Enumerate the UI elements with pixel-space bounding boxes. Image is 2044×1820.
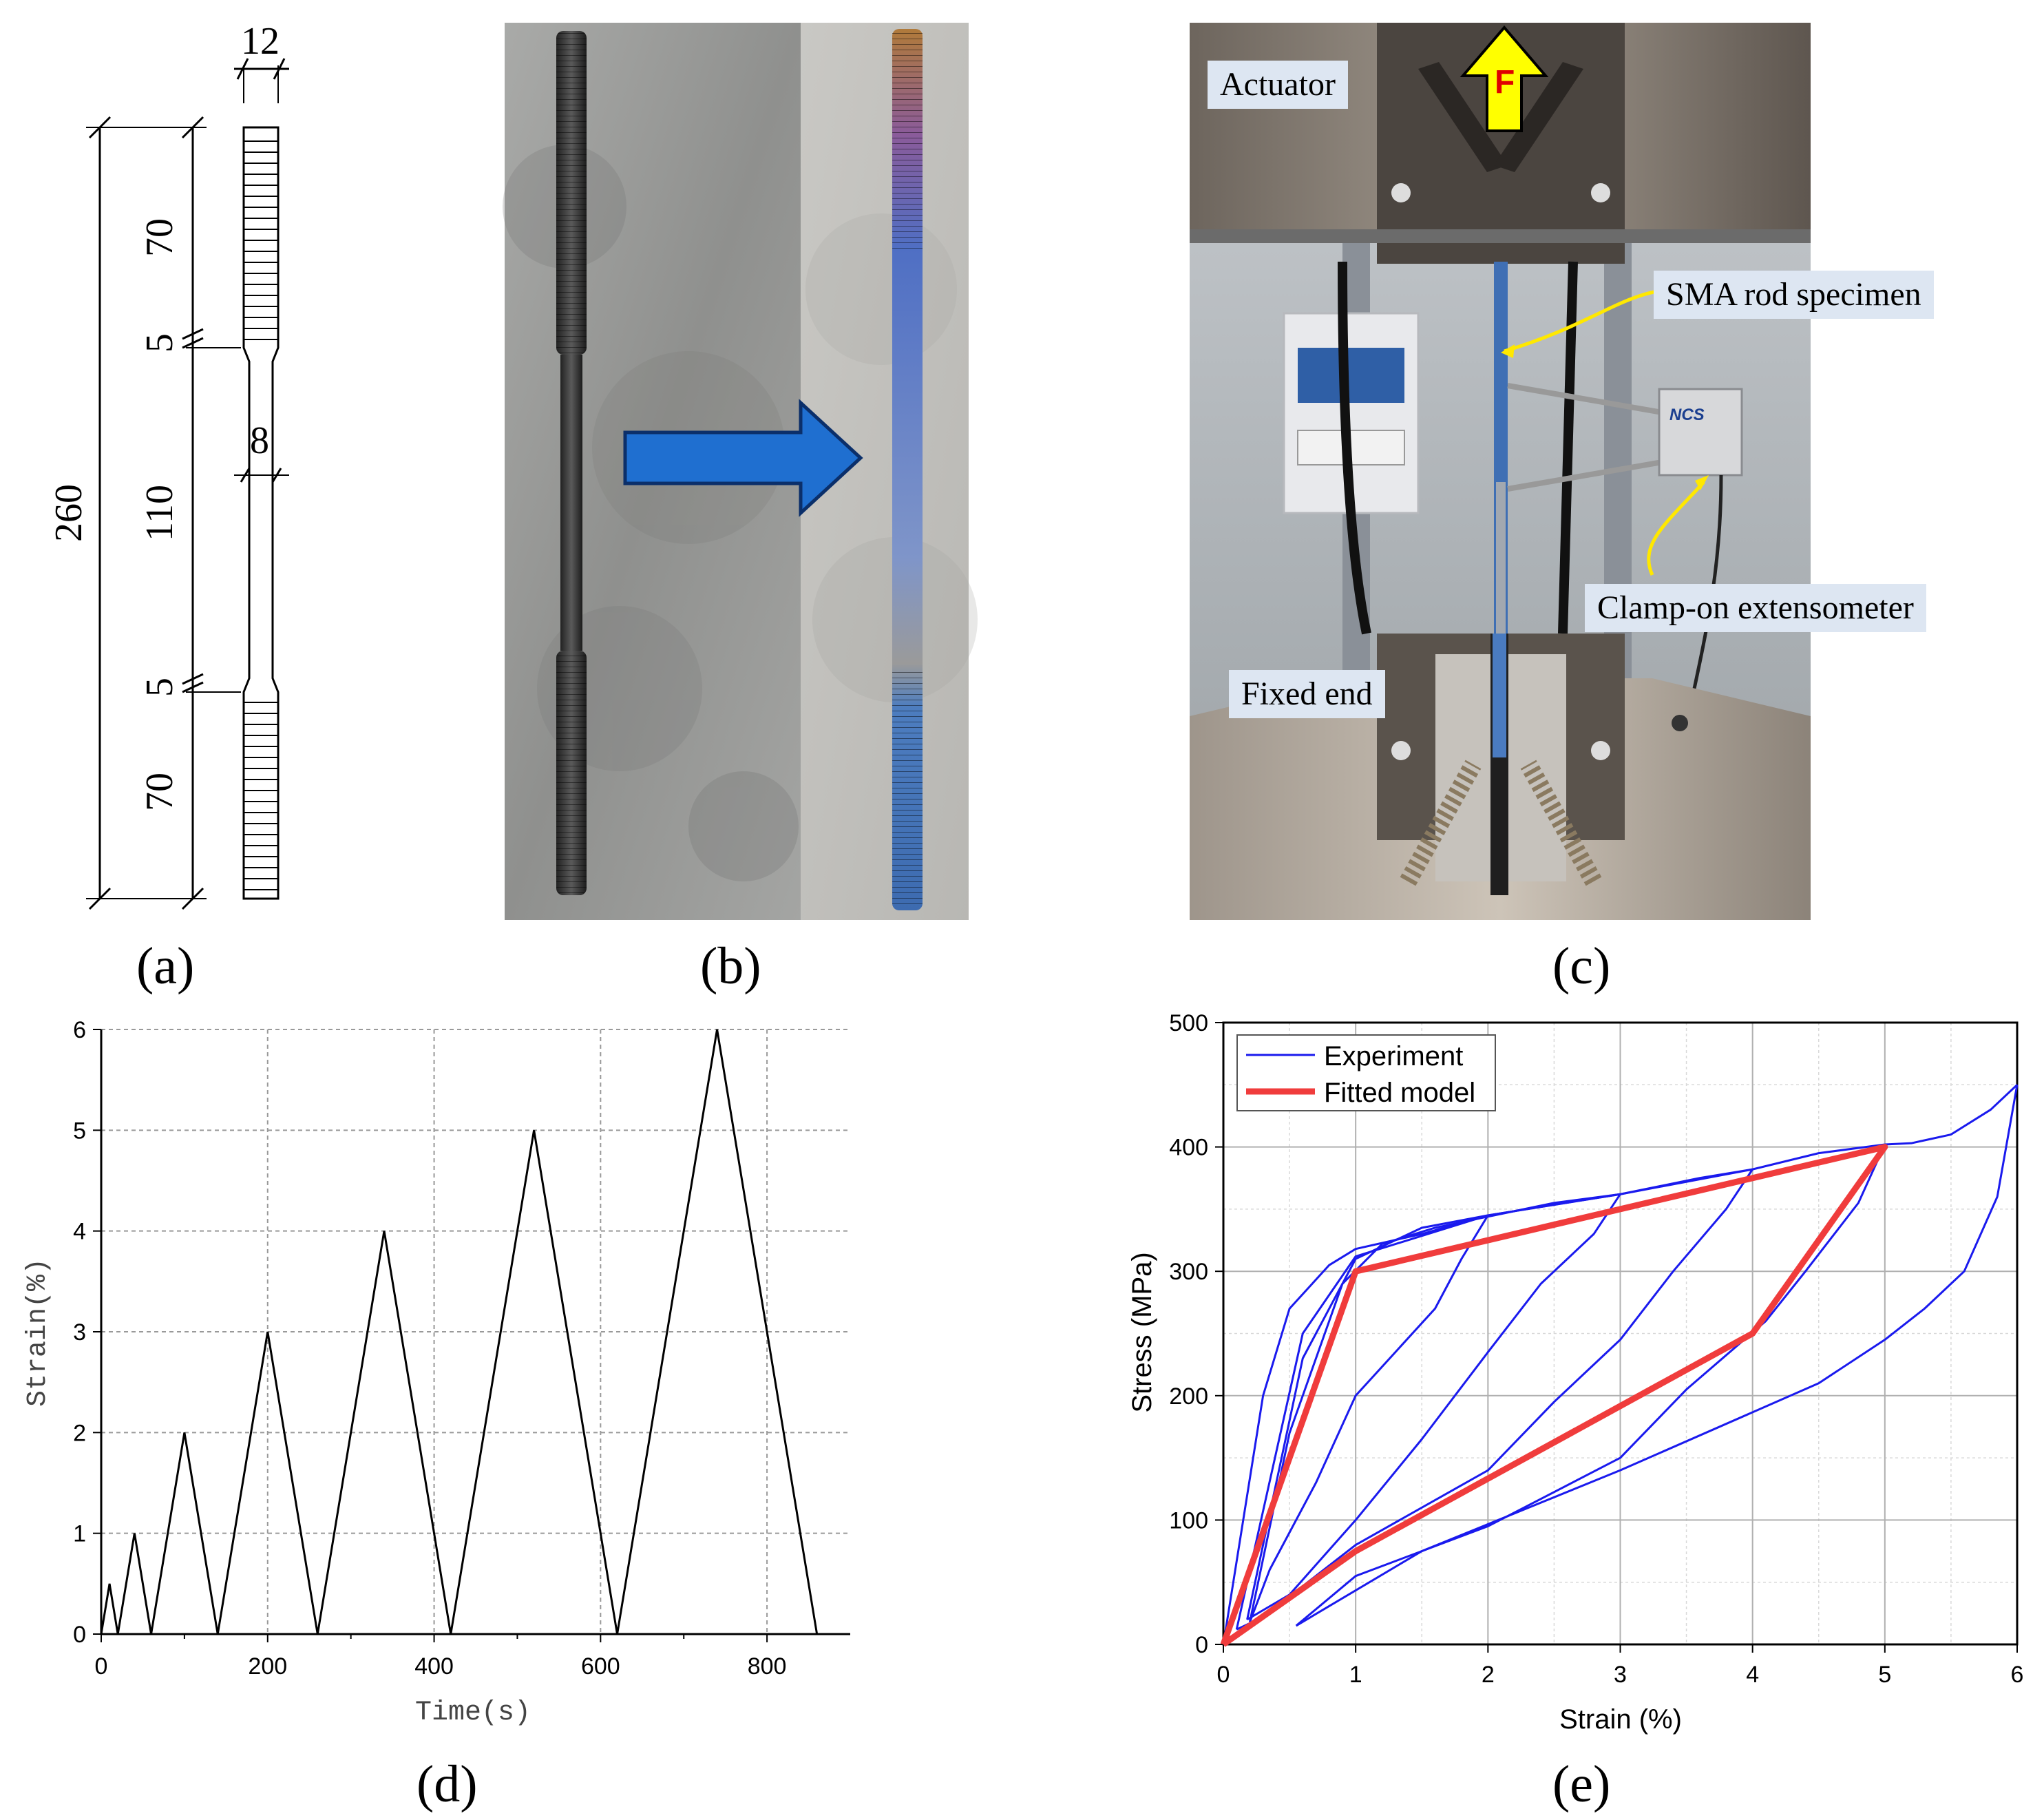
panel-b-photo [503,23,978,920]
tick-label-x: 3 [1614,1662,1627,1688]
chart-d-ylabel: Strain(%) [23,1258,54,1407]
rod-heat-treated [892,29,923,910]
chart-e-ylabel: Stress (MPa) [1127,1252,1157,1412]
thread-hatch-top [244,140,278,340]
panel-a-drawing [86,58,289,910]
rod-untreated [556,31,587,895]
chart-d: 0 200 400 600 800 0 1 2 3 4 5 6 Time(s) Strain(%) [23,1017,850,1728]
tick-label-x: 600 [581,1653,620,1680]
panel-label-b: (b) [700,937,761,995]
label-extensometer: Clamp-on extensometer [1585,584,1926,632]
chart-d-grid [101,1029,850,1634]
device-brand: NCS [1669,406,1705,424]
label-sma-rod: SMA rod specimen [1654,271,1934,319]
experiment-curve [1249,1215,1489,1623]
tick-label-y: 2 [73,1420,86,1446]
chart-d-series [100,1029,819,1635]
tick-label-x: 400 [414,1653,454,1680]
experiment-curve [1295,1085,2019,1627]
tick-label-x: 5 [1878,1662,1891,1688]
fitted-model-line [1220,1144,1888,1647]
tick-label-x: 4 [1746,1662,1759,1688]
tick-label-x: 200 [248,1653,287,1680]
tick-label-x: 0 [95,1653,108,1680]
experiment-curve [1235,1143,1886,1630]
experiment-curve [1246,1193,1621,1621]
force-label: F [1495,64,1515,101]
panel-c-photo: NCS F [1190,23,1811,920]
dim-gauge-dia: 8 [250,419,269,462]
chart-e: 0 1 2 3 4 5 6 0 100 200 300 400 500 Experiment Fitte… [1127,1010,2023,1735]
tick-label-x: 0 [1217,1662,1230,1688]
force-arrow [1460,25,1549,132]
chart-e-grid [1223,1023,2017,1644]
panel-a-dimension-texts: 12 260 70 5 8 110 5 70 [48,20,280,811]
tick-label-y: 3 [73,1319,86,1346]
legend-label-fitted: Fitted model [1324,1078,1475,1108]
tick-label-y: 0 [1195,1632,1208,1658]
tick-label-y: 100 [1169,1507,1208,1534]
dim-grip-top: 70 [138,218,181,257]
dim-total: 260 [48,484,90,542]
legend-box [1236,1034,1496,1111]
dim-width: 12 [241,20,280,63]
dim-grip-bottom: 70 [138,773,181,811]
tick-label-y: 200 [1169,1383,1208,1410]
chart-e-ticks: 0 1 2 3 4 5 6 0 100 200 300 400 500 [1169,1010,2023,1688]
extensometer-body [1658,388,1743,477]
label-fixed-end: Fixed end [1229,670,1385,718]
label-actuator: Actuator [1208,61,1348,109]
chart-d-xlabel: Time(s) [415,1697,531,1728]
tick-label-x: 6 [2011,1662,2024,1688]
experiment-curve [1884,1084,2019,1146]
panel-label-e: (e) [1552,1755,1611,1813]
tick-label-y: 5 [73,1118,86,1144]
specimen-outline [242,126,280,900]
dim-gauge-len: 110 [138,485,181,541]
experiment-curve [1295,1144,1886,1627]
dim-fillet-top: 5 [138,333,181,353]
dim-fillet-bottom: 5 [138,678,181,697]
tick-label-y: 300 [1169,1259,1208,1285]
tick-label-x: 2 [1482,1662,1495,1688]
experiment-curve [1222,1214,1488,1645]
chart-e-legend: Experiment Fitted model [1236,1034,1496,1111]
tick-label-y: 500 [1169,1010,1208,1036]
chart-e-xlabel: Strain (%) [1559,1704,1682,1735]
thread-hatch-bottom [244,702,278,890]
strain-history-line [100,1029,819,1635]
experiment-curve [1248,1193,1621,1622]
legend-label-experiment: Experiment [1324,1041,1463,1071]
panel-label-a: (a) [136,937,195,995]
transform-arrow [623,399,863,517]
tick-label-y: 0 [73,1622,86,1648]
tick-label-x: 800 [748,1653,787,1680]
tick-label-y: 6 [73,1017,86,1043]
panel-label-d: (d) [417,1755,478,1813]
tick-label-x: 1 [1349,1662,1362,1688]
tick-label-y: 1 [73,1521,86,1547]
tick-label-y: 4 [73,1219,86,1245]
chart-d-ticks: 0 200 400 600 800 0 1 2 3 4 5 6 [73,1017,786,1680]
panel-label-c: (c) [1552,937,1611,995]
chart-e-series [1220,1084,2019,1647]
tick-label-y: 400 [1169,1135,1208,1161]
